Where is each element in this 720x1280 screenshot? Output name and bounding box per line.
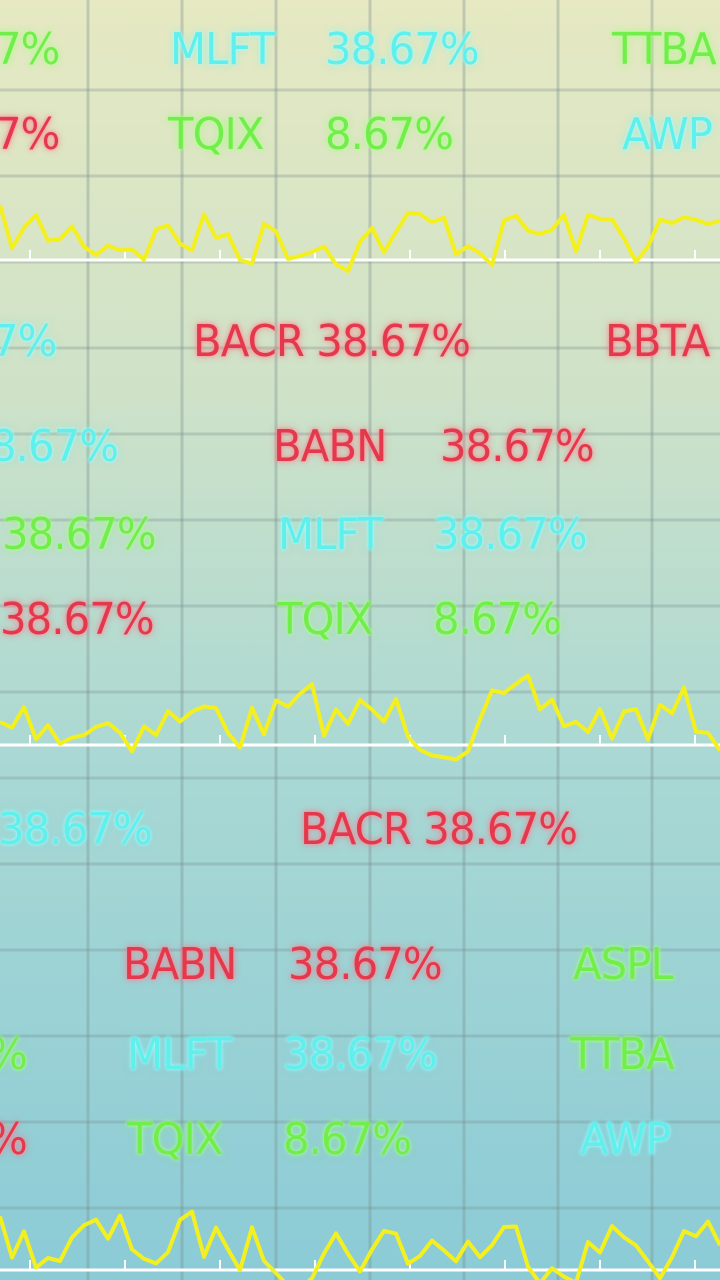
- ticker-text: MLFT: [127, 1029, 232, 1080]
- ticker-text: 38.67%: [325, 24, 480, 75]
- ticker-text: TTBA: [570, 1029, 675, 1080]
- ticker-text: 7%: [0, 24, 60, 75]
- ticker-text: BABN: [123, 939, 237, 990]
- ticker-text: 8.67%: [0, 421, 119, 472]
- ticker-text: BACR 38.67%: [300, 804, 578, 855]
- ticker-text: TQIX: [168, 109, 265, 160]
- ticker-text: BABN: [273, 421, 387, 472]
- ticker-text: MLFT: [278, 509, 383, 560]
- price-line: [0, 204, 720, 274]
- ticker-text: AWP: [622, 109, 713, 160]
- ticker-text: 38.67%: [0, 594, 155, 645]
- price-line: [0, 673, 720, 762]
- ticker-text: TQIX: [277, 594, 374, 645]
- ticker-text: 8.67%: [283, 1114, 412, 1165]
- ticker-text: 38.67%: [433, 509, 588, 560]
- price-line: [0, 1209, 720, 1280]
- ticker-text: TQIX: [127, 1114, 224, 1165]
- ticker-text: AWP: [580, 1114, 671, 1165]
- ticker-text: TTBA: [612, 24, 717, 75]
- ticker-text: 38.67%: [440, 421, 595, 472]
- ticker-text: BACR 38.67%: [193, 316, 471, 367]
- ticker-text: MLFT: [170, 24, 275, 75]
- ticker-text: 38.67%: [288, 939, 443, 990]
- ticker-text: 7%: [0, 316, 57, 367]
- ticker-text: BBTA: [605, 316, 710, 367]
- ticker-text: 38.67%: [0, 804, 153, 855]
- ticker-text: 38.67%: [2, 509, 157, 560]
- ticker-text: 7%: [0, 109, 60, 160]
- ticker-text: 8.67%: [325, 109, 454, 160]
- ticker-text: %: [0, 1118, 28, 1162]
- ticker-text: 8.67%: [433, 594, 562, 645]
- ticker-text: 38.67%: [283, 1029, 438, 1080]
- ticker-text: ASPL: [573, 939, 674, 990]
- ticker-text: %: [0, 1033, 28, 1077]
